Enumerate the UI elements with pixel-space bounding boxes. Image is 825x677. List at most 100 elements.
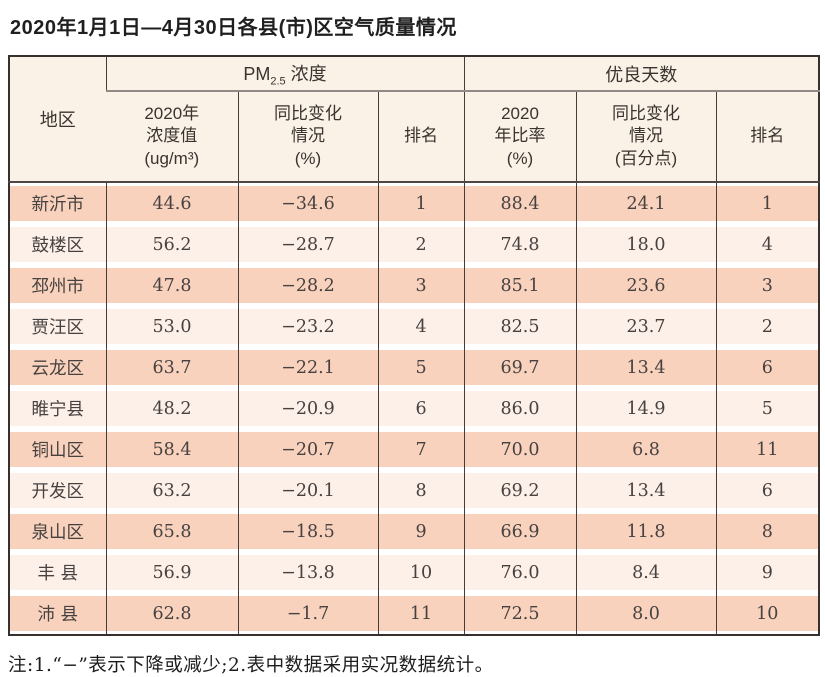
pm-change-cell: −28.7 bbox=[237, 224, 378, 265]
footnote: 注:1.“−”表示下降或减少;2.表中数据采用实况数据统计。 bbox=[8, 655, 494, 676]
region-cell: 鼓楼区 bbox=[9, 224, 106, 265]
good-change-cell: 8.4 bbox=[575, 552, 717, 593]
air-quality-table: 地区 PM2.5 浓度 优良天数 2020年 浓度值 (ug/m³) 同比变化 情况(… bbox=[8, 55, 821, 636]
good-rate-cell: 66.9 bbox=[463, 511, 577, 552]
pm-rank-cell: 8 bbox=[377, 470, 465, 511]
pm-value-cell: 63.7 bbox=[105, 347, 238, 388]
table-row: 睢宁县 48.2 −20.9 6 86.0 14.9 5 bbox=[9, 388, 820, 429]
table-row: 沛 县 62.8 −1.7 11 72.5 8.0 10 bbox=[9, 593, 820, 635]
good-rank-cell: 4 bbox=[715, 224, 820, 265]
pm-rank-cell: 3 bbox=[377, 265, 465, 306]
header-region: 地区 bbox=[9, 56, 106, 183]
pm-change-cell: −28.2 bbox=[237, 265, 378, 306]
subheader-pm-2020-value: 2020年 浓度值 (ug/m³) bbox=[106, 91, 238, 183]
good-rank-cell: 10 bbox=[715, 593, 820, 635]
table-body: 新沂市 44.6 −34.6 1 88.4 24.1 1 鼓楼区 56.2 −2… bbox=[9, 182, 820, 635]
pm-rank-cell: 11 bbox=[377, 593, 465, 635]
pm-value-cell: 65.8 bbox=[105, 511, 238, 552]
table-row: 云龙区 63.7 −22.1 5 69.7 13.4 6 bbox=[9, 347, 820, 388]
good-change-cell: 14.9 bbox=[575, 388, 717, 429]
good-rank-cell: 9 bbox=[715, 552, 820, 593]
pm-rank-cell: 9 bbox=[377, 511, 465, 552]
pm-value-cell: 58.4 bbox=[105, 429, 238, 470]
pm-value-cell: 48.2 bbox=[105, 388, 238, 429]
table-row: 开发区 63.2 −20.1 8 69.2 13.4 6 bbox=[9, 470, 820, 511]
good-change-cell: 13.4 bbox=[575, 470, 717, 511]
region-cell: 邳州市 bbox=[9, 265, 106, 306]
good-rate-cell: 70.0 bbox=[463, 429, 577, 470]
pm-change-cell: −13.8 bbox=[237, 552, 378, 593]
pm-value-cell: 53.0 bbox=[105, 306, 238, 347]
header-good-days-group: 优良天数 bbox=[463, 56, 820, 92]
good-rank-cell: 6 bbox=[715, 470, 820, 511]
good-rate-cell: 82.5 bbox=[463, 306, 577, 347]
table-header: 地区 PM2.5 浓度 优良天数 2020年 浓度值 (ug/m³) 同比变化 情况(… bbox=[9, 56, 820, 183]
good-change-cell: 11.8 bbox=[575, 511, 717, 552]
pm-change-cell: −20.7 bbox=[237, 429, 378, 470]
good-rate-cell: 72.5 bbox=[463, 593, 577, 635]
page-title: 2020年1月1日—4月30日各县(市)区空气质量情况 bbox=[10, 17, 457, 39]
region-cell: 新沂市 bbox=[9, 182, 106, 224]
pm-change-cell: −22.1 bbox=[237, 347, 378, 388]
pm-change-cell: −20.9 bbox=[237, 388, 378, 429]
good-rank-cell: 5 bbox=[715, 388, 820, 429]
region-cell: 贾汪区 bbox=[9, 306, 106, 347]
good-rank-cell: 11 bbox=[715, 429, 820, 470]
good-rank-cell: 3 bbox=[715, 265, 820, 306]
pm-rank-cell: 1 bbox=[377, 182, 465, 224]
good-rank-cell: 2 bbox=[715, 306, 820, 347]
pm-change-cell: −23.2 bbox=[237, 306, 378, 347]
pm-change-cell: −20.1 bbox=[237, 470, 378, 511]
region-cell: 泉山区 bbox=[9, 511, 106, 552]
region-cell: 云龙区 bbox=[9, 347, 106, 388]
pm-change-cell: −34.6 bbox=[237, 182, 378, 224]
subheader-pm-yoy-change: 同比变化 情况 (%) bbox=[237, 91, 378, 183]
pm-value-cell: 62.8 bbox=[105, 593, 238, 635]
good-change-cell: 13.4 bbox=[575, 347, 717, 388]
pm-rank-cell: 6 bbox=[377, 388, 465, 429]
good-rate-cell: 86.0 bbox=[463, 388, 577, 429]
header-pm-group: PM2.5 浓度 bbox=[105, 56, 465, 92]
pm-value-cell: 63.2 bbox=[105, 470, 238, 511]
good-rate-cell: 88.4 bbox=[463, 182, 577, 224]
subheader-good-yoy-change: 同比变化 情况 (百分点) bbox=[575, 91, 717, 183]
pm-rank-cell: 7 bbox=[377, 429, 465, 470]
good-change-cell: 8.0 bbox=[575, 593, 717, 635]
good-rate-cell: 76.0 bbox=[463, 552, 577, 593]
good-rate-cell: 69.7 bbox=[463, 347, 577, 388]
pm-value-cell: 56.2 bbox=[105, 224, 238, 265]
good-rank-cell: 1 bbox=[715, 182, 820, 224]
region-cell: 沛 县 bbox=[9, 593, 106, 635]
table-row: 鼓楼区 56.2 −28.7 2 74.8 18.0 4 bbox=[9, 224, 820, 265]
good-rate-cell: 85.1 bbox=[463, 265, 577, 306]
pm-rank-cell: 4 bbox=[377, 306, 465, 347]
pm-value-cell: 56.9 bbox=[105, 552, 238, 593]
region-cell: 开发区 bbox=[9, 470, 106, 511]
subheader-pm-rank: 排名 bbox=[377, 91, 465, 183]
good-change-cell: 23.6 bbox=[575, 265, 717, 306]
good-change-cell: 24.1 bbox=[575, 182, 717, 224]
region-cell: 铜山区 bbox=[9, 429, 106, 470]
subheader-good-rank: 排名 bbox=[715, 91, 820, 183]
good-change-cell: 18.0 bbox=[575, 224, 717, 265]
table-row: 丰 县 56.9 −13.8 10 76.0 8.4 9 bbox=[9, 552, 820, 593]
table-row: 贾汪区 53.0 −23.2 4 82.5 23.7 2 bbox=[9, 306, 820, 347]
pm-change-cell: −18.5 bbox=[237, 511, 378, 552]
table-row: 泉山区 65.8 −18.5 9 66.9 11.8 8 bbox=[9, 511, 820, 552]
pm-value-cell: 44.6 bbox=[105, 182, 238, 224]
table-row: 新沂市 44.6 −34.6 1 88.4 24.1 1 bbox=[9, 182, 820, 224]
good-change-cell: 23.7 bbox=[575, 306, 717, 347]
pm-rank-cell: 10 bbox=[377, 552, 465, 593]
pm-subscript: 2.5 bbox=[270, 75, 286, 88]
region-cell: 丰 县 bbox=[9, 552, 106, 593]
pm-change-cell: −1.7 bbox=[237, 593, 378, 635]
good-rate-cell: 74.8 bbox=[463, 224, 577, 265]
good-change-cell: 6.8 bbox=[575, 429, 717, 470]
subheader-good-rate: 2020 年比率 (%) bbox=[463, 91, 577, 183]
pm-rank-cell: 2 bbox=[377, 224, 465, 265]
table-row: 铜山区 58.4 −20.7 7 70.0 6.8 11 bbox=[9, 429, 820, 470]
pm-rank-cell: 5 bbox=[377, 347, 465, 388]
region-cell: 睢宁县 bbox=[9, 388, 106, 429]
good-rate-cell: 69.2 bbox=[463, 470, 577, 511]
good-rank-cell: 8 bbox=[715, 511, 820, 552]
